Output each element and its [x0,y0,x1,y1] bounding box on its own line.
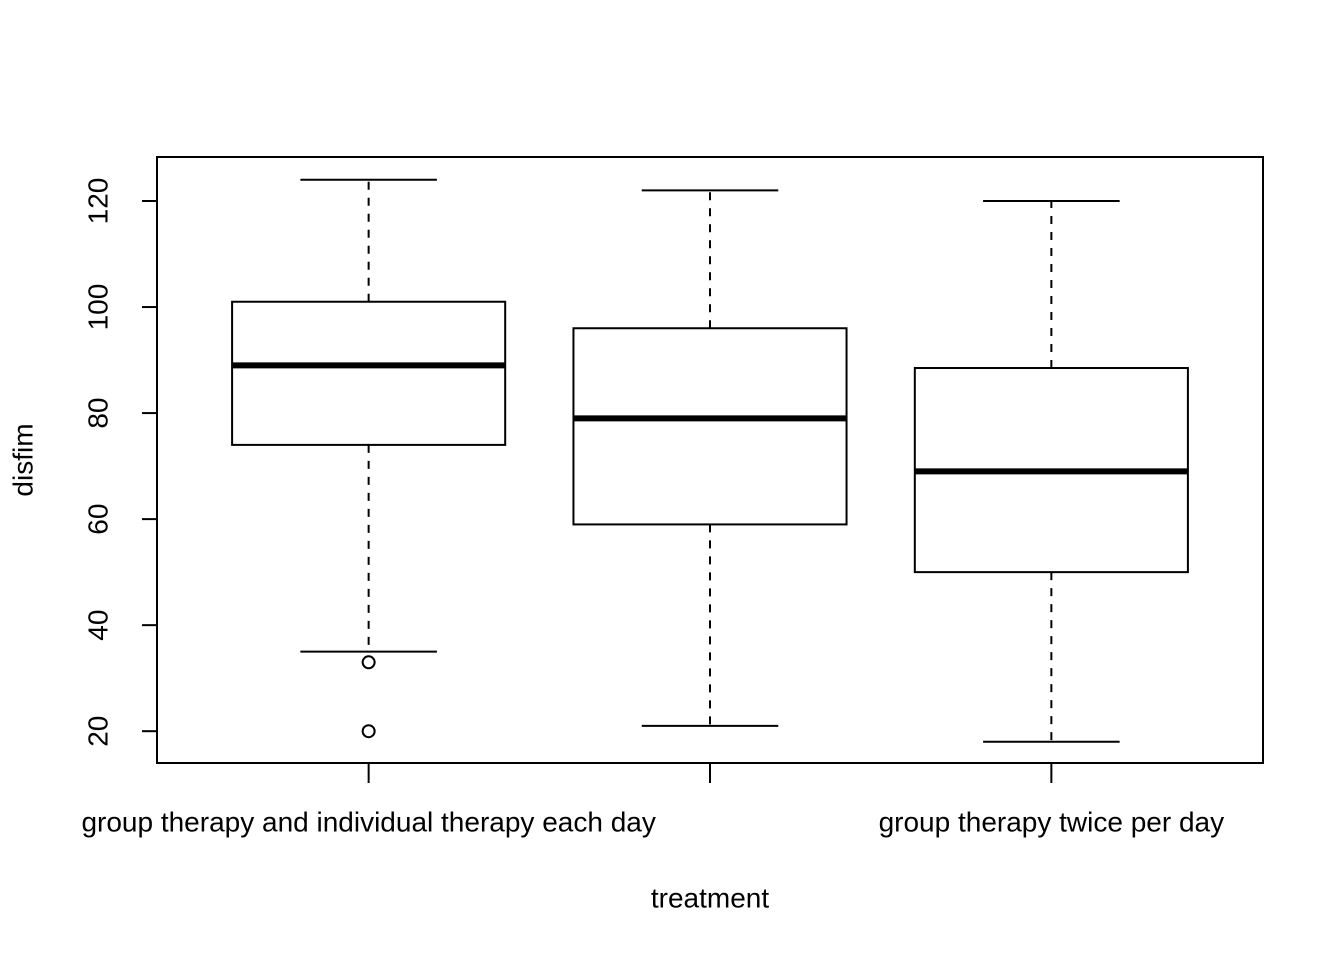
y-axis-label: disfim [7,423,38,496]
outlier [361,724,376,739]
x-tick-label: group therapy and individual therapy eac… [81,806,655,837]
x-axis-label: treatment [651,882,769,913]
outlier [361,655,376,670]
y-tick-label: 120 [82,178,113,225]
y-tick-label: 100 [82,284,113,331]
box [572,327,848,526]
y-tick-label: 80 [82,398,113,429]
x-tick-label: group therapy twice per day [879,806,1225,837]
y-tick-label: 40 [82,610,113,641]
y-tick-label: 60 [82,504,113,535]
box [231,300,507,446]
y-tick-label: 20 [82,716,113,747]
